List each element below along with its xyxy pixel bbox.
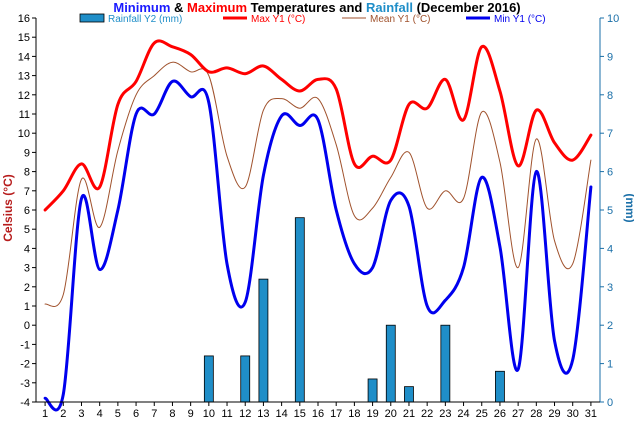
- x-tick-label: 2: [60, 408, 66, 420]
- x-tick-label: 12: [239, 408, 251, 420]
- y-tick-label: 0: [24, 320, 30, 332]
- y-tick-label: 6: [24, 205, 30, 217]
- y-tick-label: 3: [24, 263, 30, 275]
- y-tick-label: 10: [18, 128, 30, 140]
- x-tick-label: 17: [330, 408, 342, 420]
- min-temperature-line: [43, 79, 593, 412]
- rainfall-bar: [440, 324, 451, 403]
- x-tick-label: 6: [133, 408, 139, 420]
- x-tick-label: 19: [366, 408, 378, 420]
- x-tick-label: 23: [439, 408, 451, 420]
- rainfall-bar: [404, 386, 414, 403]
- y-tick-label: -4: [20, 397, 30, 409]
- x-tick-label: 20: [385, 408, 397, 420]
- x-tick-label: 15: [294, 408, 306, 420]
- rainfall-bar: [367, 378, 378, 403]
- x-tick-label: 28: [530, 408, 542, 420]
- y-tick-label: 11: [19, 109, 30, 121]
- axes: -4-3-2-101234567891011121314151601234567…: [18, 13, 620, 420]
- y2-tick-label: 7: [607, 128, 613, 140]
- y2-tick-label: 10: [607, 13, 619, 25]
- y-tick-label: 1: [24, 301, 30, 313]
- title-part-3: Temperatures and: [247, 0, 366, 15]
- y-tick-label: 8: [24, 167, 30, 179]
- x-tick-label: 30: [567, 408, 579, 420]
- x-tick-label: 11: [221, 408, 232, 420]
- y2-tick-label: 4: [607, 243, 613, 255]
- x-tick-label: 25: [476, 408, 488, 420]
- x-tick-label: 10: [203, 408, 215, 420]
- x-tick-label: 21: [403, 408, 415, 420]
- legend-label: Rainfall Y2 (mm): [108, 14, 182, 25]
- y2-tick-label: 0: [607, 397, 613, 409]
- title-part-1: &: [170, 0, 187, 15]
- rainfall-bar: [294, 217, 305, 403]
- x-tick-label: 3: [78, 408, 84, 420]
- rainfall-bar: [385, 324, 396, 403]
- x-tick-label: 8: [169, 408, 175, 420]
- y2-tick-label: 8: [607, 90, 613, 102]
- rainfall-bar: [240, 355, 251, 403]
- x-tick-label: 16: [312, 408, 324, 420]
- y-tick-label: -3: [20, 378, 30, 390]
- x-tick-label: 9: [188, 408, 194, 420]
- y-tick-label: 14: [18, 51, 30, 63]
- temperature-lines: [43, 39, 593, 412]
- title-part-5: (December 2016): [413, 0, 521, 15]
- chart-title: Minimum & Maximum Temperatures and Rainf…: [113, 0, 520, 15]
- y-tick-label: -2: [20, 359, 30, 371]
- rainfall-bar: [495, 370, 505, 403]
- y-tick-label: 5: [24, 224, 30, 236]
- y-tick-label: -1: [20, 339, 30, 351]
- y-tick-label: 12: [18, 90, 30, 102]
- y2-tick-label: 3: [607, 282, 613, 294]
- x-tick-label: 29: [548, 408, 560, 420]
- title-part-0: Minimum: [113, 0, 170, 15]
- x-tick-label: 31: [585, 408, 597, 420]
- x-tick-label: 7: [151, 408, 157, 420]
- rainfall-bar: [203, 355, 214, 403]
- x-tick-label: 24: [457, 408, 469, 420]
- legend-label: Mean Y1 (°C): [370, 14, 431, 25]
- title-part-2: Maximum: [187, 0, 247, 15]
- y-tick-label: 2: [24, 282, 30, 294]
- y-tick-label: 13: [18, 71, 30, 83]
- y-tick-label: 4: [24, 243, 30, 255]
- mean-temperature-line: [44, 61, 592, 307]
- x-tick-label: 4: [97, 408, 103, 420]
- y2-tick-label: 9: [607, 51, 613, 63]
- y-axis-title: Celsius (°C): [1, 174, 15, 241]
- y2-tick-label: 1: [607, 359, 613, 371]
- y-tick-label: 15: [18, 32, 30, 44]
- y2-tick-label: 6: [607, 167, 613, 179]
- max-temperature-line: [43, 39, 593, 212]
- x-tick-label: 14: [275, 408, 287, 420]
- x-tick-label: 18: [348, 408, 360, 420]
- legend: Rainfall Y2 (mm) Max Y1 (°C) Mean Y1 (°C) M…: [79, 13, 546, 25]
- x-tick-label: 1: [42, 408, 48, 420]
- y-tick-label: 9: [24, 147, 30, 159]
- x-tick-label: 5: [115, 408, 121, 420]
- legend-label: Min Y1 (°C): [494, 14, 546, 25]
- x-tick-label: 26: [494, 408, 506, 420]
- y2-tick-label: 5: [607, 205, 613, 217]
- x-tick-label: 22: [421, 408, 433, 420]
- legend-label: Max Y1 (°C): [251, 14, 305, 25]
- y-tick-label: 7: [24, 186, 30, 198]
- title-part-4: Rainfall: [366, 0, 413, 15]
- y-tick-label: 16: [18, 13, 30, 25]
- rainfall-bar: [258, 278, 269, 403]
- y2-tick-label: 2: [607, 320, 613, 332]
- x-tick-label: 27: [512, 408, 524, 420]
- x-tick-label: 13: [257, 408, 269, 420]
- y2-axis-title: (mm): [623, 193, 634, 222]
- legend-swatch-rainfall: [79, 13, 105, 23]
